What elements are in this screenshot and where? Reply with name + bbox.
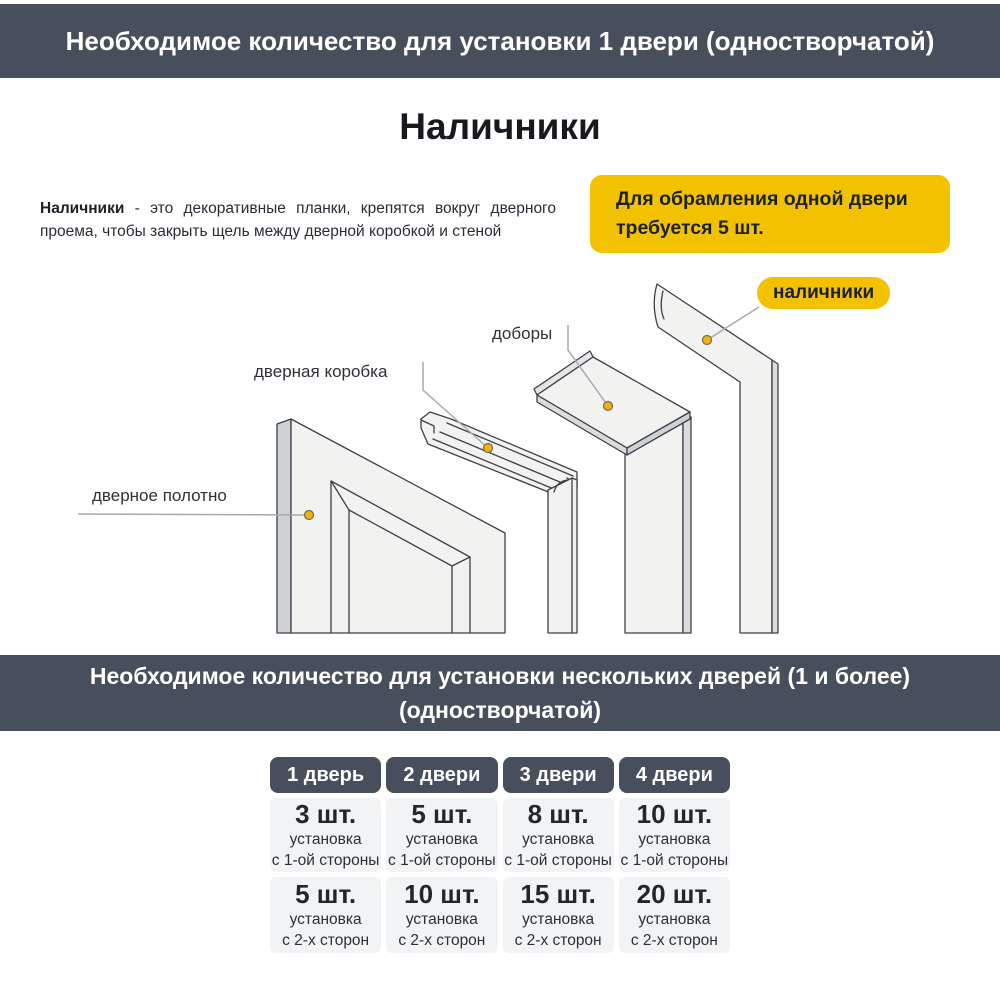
marker-dots [303, 334, 713, 521]
label-casings-pill: наличники [757, 277, 891, 309]
table-cell-r1c4: 10 шт. установка с 1-ой стороны [618, 798, 730, 872]
extensions-shape [533, 350, 692, 634]
door-frame-dot [482, 442, 494, 454]
table-cell-r2c4: 20 шт. установка с 2-х сторон [618, 877, 730, 953]
intro-term: Наличники [40, 199, 125, 217]
qty-sub1: установка [405, 911, 478, 928]
label-door-leaf: дверное полотно [92, 486, 227, 505]
qty-sub2: с 2-х сторон [282, 932, 370, 949]
qty-value: 20 шт. [636, 879, 713, 909]
table-header-1: 1 дверь [270, 757, 382, 793]
door-frame-shape [420, 411, 578, 634]
casings-shape [653, 283, 779, 634]
callout-box: Для обрамления одной двери требуется 5 ш… [590, 175, 950, 253]
qty-sub2: с 1-ой стороны [271, 852, 380, 869]
quantity-table: 1 дверь 2 двери 3 двери 4 двери 3 шт. ус… [270, 757, 730, 953]
label-extensions: доборы [492, 324, 553, 343]
table-header-4: 4 двери [618, 757, 730, 793]
qty-sub1: установка [289, 831, 362, 848]
qty-value: 10 шт. [404, 879, 480, 909]
bottom-header-band: Необходимое количество для установки нес… [0, 655, 1000, 731]
leader-lines [77, 306, 760, 516]
qty-sub2: с 2-х сторон [514, 932, 602, 949]
door-leaf-shape [276, 418, 506, 634]
extensions-dot [602, 400, 614, 412]
label-door-frame: дверная коробка [254, 362, 388, 381]
table-cell-r2c3: 15 шт. установка с 2-х сторон [502, 877, 614, 953]
page-title: Наличники [399, 106, 601, 147]
qty-sub2: с 2-х сторон [630, 932, 718, 949]
intro-text: - это декоративные планки, крепятся вокр… [40, 199, 556, 241]
qty-sub2: с 1-ой стороны [388, 852, 496, 869]
table-cell-r1c2: 5 шт. установка с 1-ой стороны [386, 798, 498, 872]
qty-sub2: с 1-ой стороны [504, 852, 612, 869]
qty-sub1: установка [522, 911, 595, 928]
callout-text: Для обрамления одной двери требуется 5 ш… [616, 188, 908, 239]
qty-sub2: с 1-ой стороны [620, 852, 729, 869]
top-header-title: Необходимое количество для установки 1 д… [65, 25, 935, 56]
table-cell-r2c1: 5 шт. установка с 2-х сторон [270, 877, 382, 953]
table-header-2: 2 двери [386, 757, 498, 793]
qty-value: 10 шт. [636, 799, 713, 829]
qty-sub1: установка [638, 911, 711, 928]
qty-value: 5 шт. [295, 879, 357, 909]
table-cell-r1c1: 3 шт. установка с 1-ой стороны [270, 798, 382, 872]
intro-paragraph: Наличники - это декоративные планки, кре… [40, 197, 556, 244]
qty-sub1: установка [405, 831, 478, 848]
door-leaf-dot [303, 509, 315, 521]
qty-value: 3 шт. [295, 799, 357, 829]
qty-sub1: установка [638, 831, 711, 848]
table-header-3: 3 двери [502, 757, 614, 793]
table-cell-r2c2: 10 шт. установка с 2-х сторон [386, 877, 498, 953]
qty-sub1: установка [289, 911, 362, 928]
bottom-header-line2: (одностворчатой) [398, 697, 601, 723]
top-header-band: Необходимое количество для установки 1 д… [0, 4, 1000, 78]
table-cell-r1c3: 8 шт. установка с 1-ой стороны [502, 798, 614, 872]
qty-value: 8 шт. [527, 799, 589, 829]
casings-dot [701, 334, 713, 346]
qty-value: 15 шт. [520, 879, 596, 909]
qty-value: 5 шт. [411, 799, 473, 829]
qty-sub2: с 2-х сторон [398, 932, 486, 949]
qty-sub1: установка [522, 831, 595, 848]
bottom-header-line1: Необходимое количество для установки нес… [89, 663, 911, 689]
